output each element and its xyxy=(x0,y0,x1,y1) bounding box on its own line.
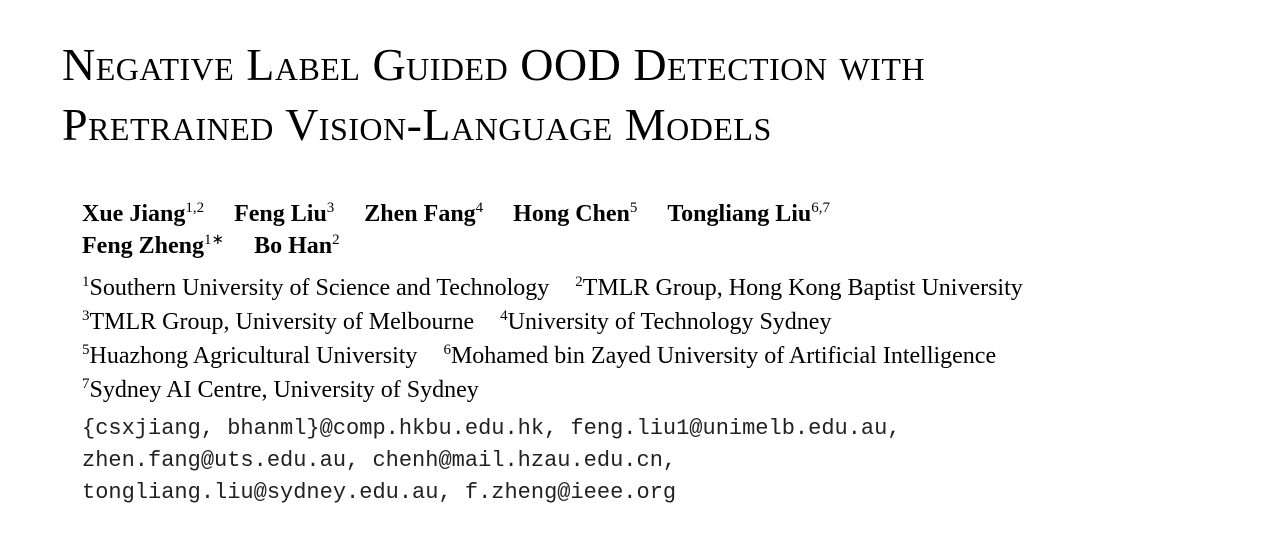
author-name: Tongliang Liu xyxy=(667,201,812,227)
affiliation-mark: 6 xyxy=(443,342,451,358)
affiliation-mark: 5 xyxy=(82,342,90,358)
author-line: Feng Zheng1∗ Bo Han2 xyxy=(82,230,370,260)
author-affiliation-mark: 2 xyxy=(332,232,340,248)
author-affiliation-mark: 4 xyxy=(475,200,484,216)
affiliation-line: 5Huazhong Agricultural University 6Mohame… xyxy=(82,342,996,370)
affiliation: TMLR Group, University of Melbourne xyxy=(89,309,475,335)
author: Zhen Fang4 xyxy=(364,200,484,227)
author-affiliation-mark: 3 xyxy=(326,200,335,216)
email-line: tongliang.liu@sydney.edu.au, f.zheng@iee… xyxy=(82,480,677,505)
affiliation-line: 1Southern University of Science and Tech… xyxy=(82,274,1023,302)
affiliation: Southern University of Science and Techn… xyxy=(89,275,550,301)
affiliation: University of Technology Sydney xyxy=(507,309,832,335)
author-affiliation-mark: 1,2 xyxy=(185,200,205,216)
affiliation-line: 7Sydney AI Centre, University of Sydney xyxy=(82,376,479,404)
author: Tongliang Liu6,7 xyxy=(667,200,830,227)
author-affiliation-mark: 5 xyxy=(629,200,638,216)
affiliation-mark: 4 xyxy=(500,308,508,324)
affiliation-mark: 1 xyxy=(82,274,90,290)
affiliation: Mohamed bin Zayed University of Artifici… xyxy=(450,343,997,369)
author-name: Feng Zheng xyxy=(82,233,205,259)
author-affiliation-mark: 6,7 xyxy=(811,200,830,216)
affiliation-mark: 3 xyxy=(82,308,90,324)
author: Xue Jiang1,2 xyxy=(82,200,205,227)
author-line: Xue Jiang1,2 Feng Liu3 Zhen Fang4 Hong Chen… xyxy=(82,200,860,228)
email-line: zhen.fang@uts.edu.au, chenh@mail.hzau.ed… xyxy=(82,448,677,473)
author: Feng Liu3 xyxy=(234,200,335,227)
paper-title-line-1: Negative Label Guided OOD Detection with xyxy=(62,39,925,90)
author-affiliation-mark: 1∗ xyxy=(204,232,225,248)
author-name: Bo Han xyxy=(254,233,333,259)
author: Hong Chen5 xyxy=(513,200,638,227)
affiliation-mark: 2 xyxy=(575,274,583,290)
affiliation-line: 3TMLR Group, University of Melbourne 4Uni… xyxy=(82,308,831,336)
affiliation: TMLR Group, Hong Kong Baptist University xyxy=(582,275,1023,301)
author-name: Feng Liu xyxy=(234,201,327,227)
email-line: {csxjiang, bhanml}@comp.hkbu.edu.hk, fen… xyxy=(82,416,901,441)
affiliation: Huazhong Agricultural University xyxy=(89,343,418,369)
affiliation: Sydney AI Centre, University of Sydney xyxy=(89,377,479,403)
author-name: Zhen Fang xyxy=(364,201,476,227)
paper-title-line-2: Pretrained Vision-Language Models xyxy=(62,99,772,150)
affiliation-mark: 7 xyxy=(82,376,90,392)
author: Bo Han2 xyxy=(254,232,340,259)
author-name: Hong Chen xyxy=(513,201,630,227)
author-name: Xue Jiang xyxy=(82,201,186,227)
author: Feng Zheng1∗ xyxy=(82,232,225,259)
